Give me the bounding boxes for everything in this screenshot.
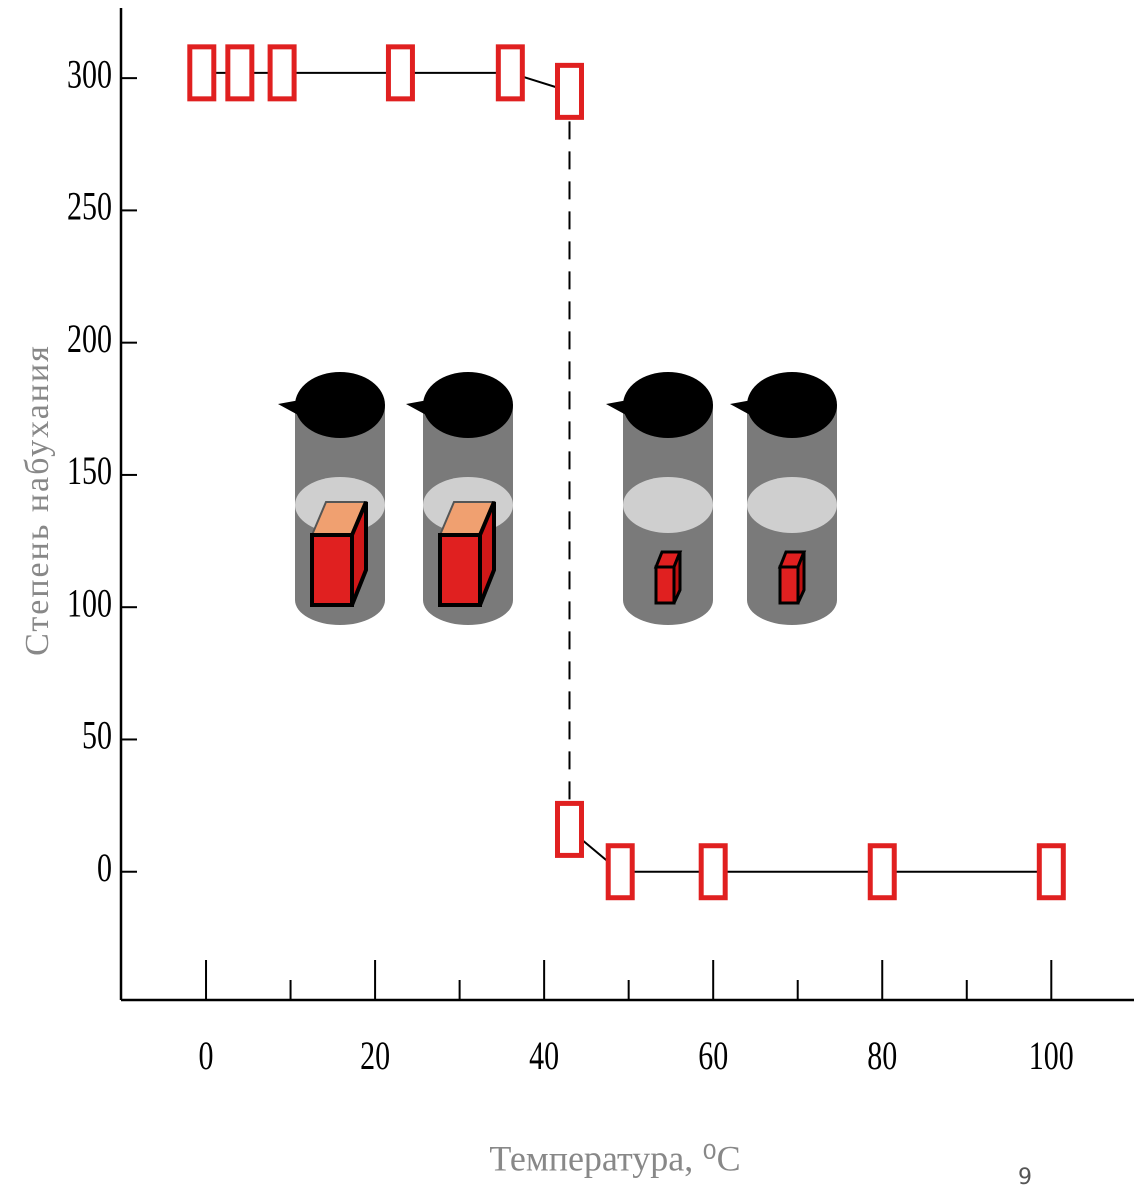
y-tick-label: 250 (67, 183, 112, 228)
x-tick-label: 20 (360, 1033, 390, 1078)
x-tick-label: 0 (199, 1033, 214, 1078)
marker (225, 44, 255, 102)
marker (495, 44, 525, 102)
y-axis-label: Степень набухания (19, 344, 56, 656)
marker (554, 62, 584, 120)
x-tick-label: 60 (698, 1033, 728, 1078)
marker (867, 843, 897, 901)
line (568, 828, 1052, 873)
marker (385, 44, 415, 102)
x-tick-label: 100 (1029, 1033, 1074, 1078)
x-tick-label: 80 (867, 1033, 897, 1078)
x-tick-label: 40 (529, 1033, 559, 1078)
marker (187, 44, 217, 102)
marker (554, 800, 584, 858)
beakers (278, 372, 837, 625)
page-number: 9 (1018, 1165, 1032, 1190)
marker (605, 843, 635, 901)
marker (698, 843, 728, 901)
x-axis-label: Температура, ⁰C (489, 1138, 740, 1178)
marker (267, 44, 297, 102)
y-tick-label: 200 (67, 316, 112, 361)
marker (1036, 843, 1066, 901)
y-tick-label: 0 (97, 845, 112, 890)
y-tick-label: 150 (67, 448, 112, 493)
y-tick-label: 50 (82, 712, 112, 757)
y-tick-label: 300 (67, 51, 112, 96)
y-tick-label: 100 (67, 580, 112, 625)
